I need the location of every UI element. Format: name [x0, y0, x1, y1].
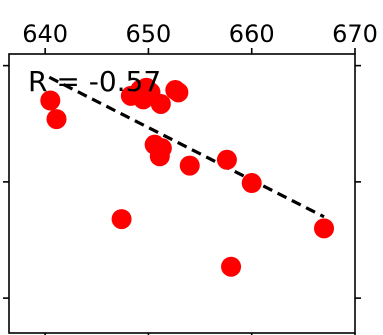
- data-point: [241, 173, 262, 194]
- data-point: [150, 93, 171, 114]
- data-point: [314, 218, 335, 239]
- data-point: [46, 109, 67, 130]
- x-tick-label: 640: [22, 20, 68, 48]
- data-points: [40, 77, 335, 277]
- x-tick-label: 660: [229, 20, 275, 48]
- data-point: [111, 209, 132, 230]
- data-point: [168, 82, 189, 103]
- x-axis-ticks: 640 650 660 670: [22, 20, 378, 335]
- data-point: [149, 146, 170, 167]
- data-point: [221, 256, 242, 277]
- data-point: [40, 90, 61, 111]
- data-point: [179, 155, 200, 176]
- x-tick-label: 670: [332, 20, 378, 48]
- plot-frame: [8, 53, 356, 334]
- x-tick-label: 650: [126, 20, 172, 48]
- y-axis-ticks: [3, 64, 361, 299]
- trendline-segment: [48, 75, 325, 219]
- trendline: [48, 75, 325, 219]
- data-point: [216, 149, 237, 170]
- correlation-annotation: R = -0.57: [28, 65, 161, 98]
